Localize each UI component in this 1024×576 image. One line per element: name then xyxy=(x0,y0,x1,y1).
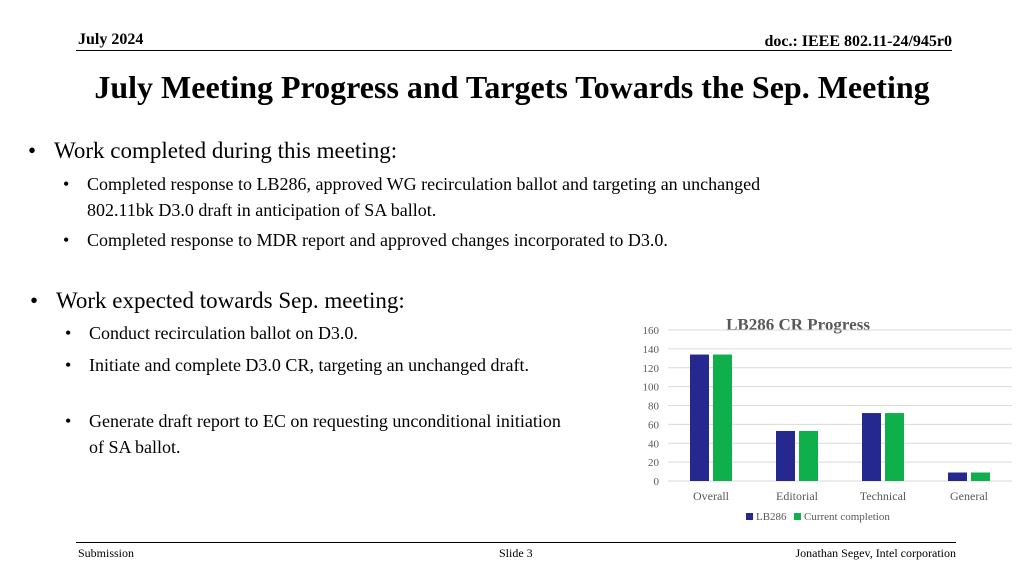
lb286-progress-chart: LB286 CR Progress 0 20 40 60 80 100 120 140 160 Ov… xyxy=(610,308,1020,540)
section-heading-expected: • Work expected towards Sep. meeting: xyxy=(30,287,576,315)
header-date: July 2024 xyxy=(78,31,144,48)
list-item-text: Generate draft report to EC on requestin… xyxy=(89,411,561,457)
list-item: • Conduct recirculation ballot on D3.0. xyxy=(65,320,589,346)
y-tick-label: 160 xyxy=(643,325,660,337)
footer-submission: Submission xyxy=(78,546,135,560)
slide-title: July Meeting Progress and Targets Toward… xyxy=(94,69,930,105)
list-item-text: Completed response to LB286, approved WG… xyxy=(87,174,761,220)
bar-current-completion xyxy=(971,472,990,481)
footer-author: Jonathan Segev, Intel corporation xyxy=(795,546,956,560)
x-tick-label: Editorial xyxy=(776,489,819,503)
bar-lb286 xyxy=(776,430,795,481)
legend-label: LB286 xyxy=(756,511,787,523)
bullet-icon: • xyxy=(65,355,72,375)
bullet-icon: • xyxy=(30,288,39,313)
bar-current-completion xyxy=(885,413,904,481)
y-tick-label: 20 xyxy=(648,457,660,469)
header-divider xyxy=(76,50,952,51)
section-heading-text: Work completed during this meeting: xyxy=(54,138,398,163)
list-item-text: Completed response to MDR report and app… xyxy=(87,230,668,250)
y-tick-label: 140 xyxy=(643,344,660,356)
y-tick-label: 0 xyxy=(654,476,660,488)
x-tick-label: Overall xyxy=(693,489,730,503)
legend-swatch xyxy=(746,513,753,520)
bar-lb286 xyxy=(690,354,709,481)
bullet-icon: • xyxy=(63,230,70,250)
y-tick-label: 120 xyxy=(643,363,660,375)
y-tick-label: 100 xyxy=(643,382,660,394)
bullet-icon: • xyxy=(63,174,70,194)
list-item: • Generate draft report to EC on request… xyxy=(65,408,579,460)
bar-lb286 xyxy=(862,413,881,481)
header-doc-id: doc.: IEEE 802.11-24/945r0 xyxy=(764,33,952,50)
section-heading-text: Work expected towards Sep. meeting: xyxy=(56,288,405,313)
list-item: • Completed response to LB286, approved … xyxy=(63,171,797,223)
x-tick-label: General xyxy=(950,489,989,503)
list-item-text: Initiate and complete D3.0 CR, targeting… xyxy=(89,355,530,375)
x-tick-label: Technical xyxy=(860,489,907,503)
y-tick-label: 40 xyxy=(648,438,660,450)
list-item: • Completed response to MDR report and a… xyxy=(63,227,817,253)
bullet-icon: • xyxy=(28,138,37,163)
legend-swatch xyxy=(794,513,801,520)
list-item-text: Conduct recirculation ballot on D3.0. xyxy=(89,323,358,343)
bar-current-completion xyxy=(713,354,732,481)
legend-label: Current completion xyxy=(804,511,890,523)
bar-lb286 xyxy=(948,472,967,481)
chart-canvas: LB286 CR Progress 0 20 40 60 80 100 120 140 160 Ov… xyxy=(643,315,1012,523)
bar-current-completion xyxy=(799,430,818,481)
footer-slide-number: Slide 3 xyxy=(499,546,533,560)
chart-title: LB286 CR Progress xyxy=(726,315,870,334)
y-tick-label: 80 xyxy=(648,401,660,413)
section-heading-completed: • Work completed during this meeting: xyxy=(28,137,754,165)
footer-divider xyxy=(76,542,956,543)
bullet-icon: • xyxy=(65,411,72,431)
y-tick-label: 60 xyxy=(648,419,660,431)
list-item: • Initiate and complete D3.0 CR, targeti… xyxy=(65,352,569,378)
bullet-icon: • xyxy=(65,323,72,343)
